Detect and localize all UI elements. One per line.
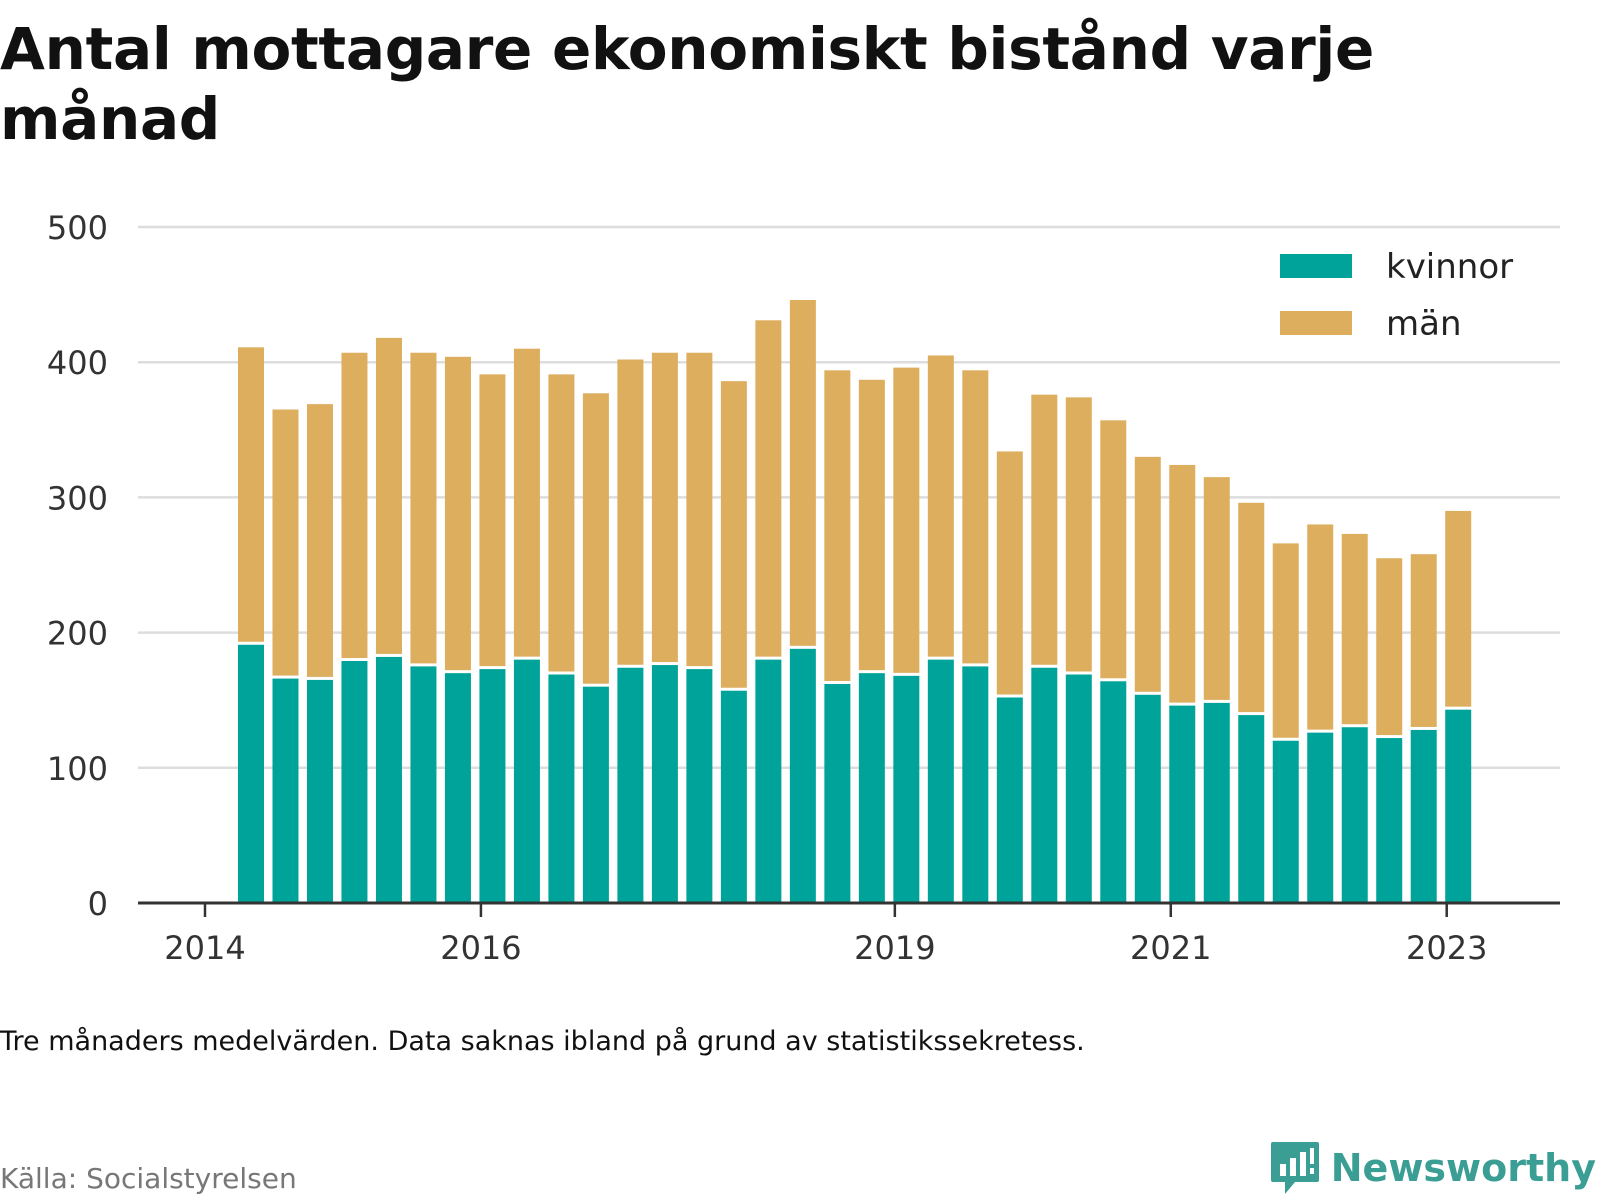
bar-man: [1238, 502, 1265, 713]
bar-kvinnor: [651, 665, 678, 903]
x-tick-label: 2014: [164, 929, 245, 967]
bar-man: [444, 356, 471, 671]
bar-man: [341, 352, 368, 658]
bar-man: [582, 393, 609, 684]
bar-kvinnor: [548, 674, 575, 903]
chart-note: Tre månaders medelvärden. Data saknas ib…: [0, 1026, 1085, 1057]
bar-kvinnor: [962, 666, 989, 903]
bar-kvinnor: [1272, 740, 1299, 903]
bar-man: [824, 370, 851, 681]
bar-man: [1065, 397, 1092, 672]
bar-kvinnor: [272, 678, 299, 903]
bar-man: [789, 300, 816, 646]
bar-kvinnor: [996, 697, 1023, 903]
bar-man: [1203, 477, 1230, 700]
bar-man: [513, 348, 540, 657]
bar-kvinnor: [582, 686, 609, 903]
x-tick-label: 2016: [440, 929, 521, 967]
bar-man: [1272, 543, 1299, 738]
y-tick-label: 500: [47, 209, 108, 247]
bar-kvinnor: [237, 644, 264, 903]
bars: [237, 300, 1472, 903]
bar-kvinnor: [720, 690, 747, 903]
bar-kvinnor: [755, 659, 782, 903]
y-tick-label: 300: [47, 479, 108, 517]
bar-kvinnor: [686, 669, 713, 903]
chart-svg: 0 100 200 300 400 500 2014 2016 2019 2021 2023 kv…: [47, 209, 1560, 967]
y-tick-label: 400: [47, 344, 108, 382]
source-text: Källa: Socialstyrelsen: [0, 1162, 297, 1195]
bar-man: [962, 370, 989, 664]
y-tick-label: 100: [47, 750, 108, 788]
bar-man: [1307, 524, 1334, 730]
bar-kvinnor: [410, 666, 437, 903]
legend-swatch-man: [1280, 311, 1352, 335]
bar-kvinnor: [375, 656, 402, 903]
x-tick-label: 2019: [854, 929, 935, 967]
bar-man: [1134, 456, 1161, 692]
bar-kvinnor: [927, 659, 954, 903]
y-tick-label: 200: [47, 615, 108, 653]
bar-kvinnor: [1238, 715, 1265, 903]
bar-man: [237, 347, 264, 642]
bar-kvinnor: [479, 669, 506, 903]
y-axis-ticks: 0 100 200 300 400 500: [47, 209, 108, 923]
bar-kvinnor: [1065, 674, 1092, 903]
bar-man: [1169, 464, 1196, 703]
bar-man: [1410, 554, 1437, 727]
newsworthy-logo-icon: [1270, 1142, 1319, 1194]
bar-man: [1376, 558, 1403, 736]
bar-kvinnor: [824, 683, 851, 903]
legend-swatch-kvinnor: [1280, 254, 1352, 278]
chart-title: Antal mottagare ekonomiskt bistånd varje…: [0, 15, 1374, 153]
bar-man: [479, 374, 506, 667]
y-tick-label: 0: [88, 885, 108, 923]
brand-logo: Newsworthy: [1269, 1140, 1596, 1196]
bar-kvinnor: [341, 660, 368, 903]
bar-kvinnor: [617, 667, 644, 903]
bar-man: [306, 404, 333, 677]
bar-man: [996, 451, 1023, 695]
x-tick-label: 2021: [1130, 929, 1211, 967]
bar-kvinnor: [1134, 694, 1161, 903]
bar-man: [1031, 394, 1058, 665]
bar-man: [375, 337, 402, 654]
legend: kvinnor män: [1280, 247, 1513, 344]
bar-kvinnor: [1169, 705, 1196, 903]
legend-label-man: män: [1386, 304, 1462, 344]
bar-kvinnor: [1307, 732, 1334, 903]
x-tick-label: 2023: [1406, 929, 1487, 967]
bar-kvinnor: [789, 648, 816, 903]
bar-man: [755, 320, 782, 657]
bar-man: [410, 352, 437, 664]
bar-kvinnor: [306, 679, 333, 903]
bar-kvinnor: [1376, 738, 1403, 903]
bar-kvinnor: [1203, 702, 1230, 903]
bar-man: [651, 352, 678, 663]
bar-kvinnor: [513, 659, 540, 903]
bar-man: [1100, 420, 1127, 679]
bar-man: [1341, 533, 1368, 725]
bar-man: [927, 355, 954, 657]
bar-kvinnor: [1100, 681, 1127, 903]
bar-kvinnor: [1445, 709, 1472, 903]
bar-kvinnor: [444, 673, 471, 903]
brand-name: Newsworthy: [1330, 1146, 1596, 1190]
legend-label-kvinnor: kvinnor: [1386, 247, 1513, 287]
bar-kvinnor: [858, 673, 885, 903]
bar-man: [272, 409, 299, 676]
x-axis-ticks: 2014 2016 2019 2021 2023: [164, 903, 1487, 967]
bar-man: [686, 352, 713, 667]
bar-man: [858, 379, 885, 671]
bar-man: [893, 367, 920, 673]
bar-kvinnor: [893, 675, 920, 903]
bar-man: [720, 381, 747, 688]
bar-kvinnor: [1341, 727, 1368, 903]
bar-man: [617, 359, 644, 665]
bar-kvinnor: [1410, 729, 1437, 903]
bar-man: [548, 374, 575, 672]
bar-man: [1445, 510, 1472, 707]
bar-kvinnor: [1031, 667, 1058, 903]
